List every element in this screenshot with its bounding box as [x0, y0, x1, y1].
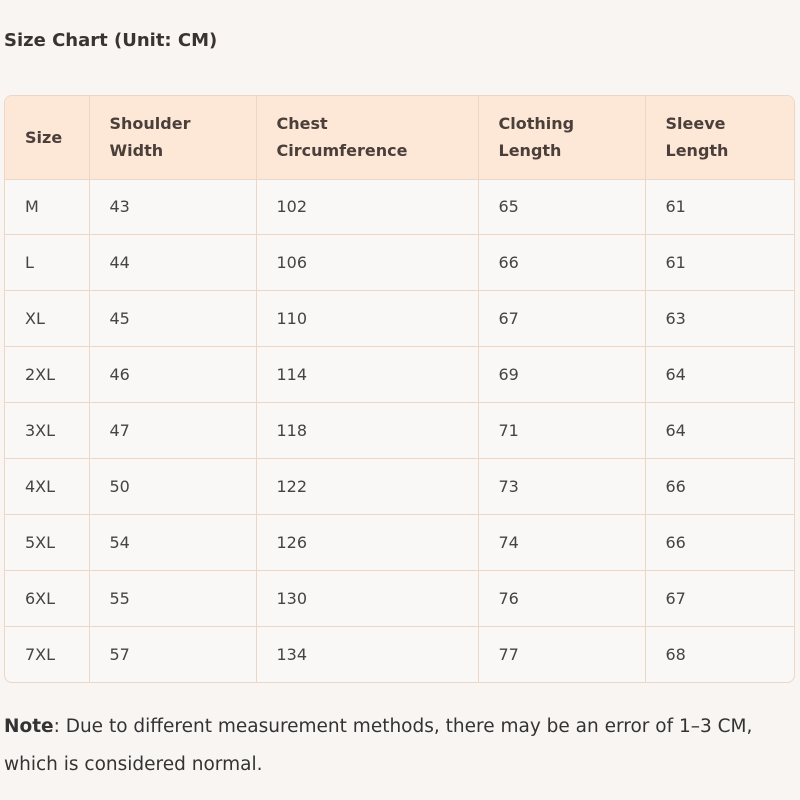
table-row: 7XL 57 134 77 68 [5, 626, 794, 683]
table-cell: 102 [256, 179, 479, 236]
table-cell: 126 [256, 514, 479, 571]
header-cell: Clothing Length [478, 96, 646, 180]
table-cell: 44 [89, 234, 257, 292]
table-cell: 67 [645, 570, 794, 627]
table-cell: 6XL [5, 570, 90, 627]
table-row: L 44 106 66 61 [5, 234, 794, 292]
table-cell: 47 [89, 402, 257, 459]
table-row: M 43 102 65 61 [5, 179, 794, 236]
table-cell: 106 [256, 234, 479, 292]
table-cell: 110 [256, 290, 479, 348]
table-cell: 74 [478, 514, 646, 571]
table-cell: 77 [478, 626, 646, 683]
table-cell: 5XL [5, 514, 90, 571]
header-row: Size Shoulder Width Chest Circumference Clo… [5, 96, 794, 180]
header-cell: Chest Circumference [256, 96, 479, 180]
note-text: : Due to different measurement methods, … [4, 716, 753, 775]
table-cell: 3XL [5, 402, 90, 459]
table-row: 5XL 54 126 74 66 [5, 514, 794, 571]
table-cell: 66 [645, 514, 794, 571]
table-cell: 65 [478, 179, 646, 236]
table-cell: 122 [256, 458, 479, 515]
table-cell: 69 [478, 346, 646, 404]
note-label: Note [4, 716, 54, 737]
table-row: 2XL 46 114 69 64 [5, 346, 794, 404]
size-table: Size Shoulder Width Chest Circumference Clo… [5, 96, 794, 683]
table-cell: 64 [645, 402, 794, 459]
table-cell: 68 [665, 644, 686, 664]
table-cell: 134 [256, 626, 479, 683]
note: Note: Due to different measurement metho… [4, 708, 794, 784]
table-cell: 54 [89, 514, 257, 571]
table-cell: 64 [645, 346, 794, 404]
table-row: XL 45 110 67 63 [5, 290, 794, 348]
table-cell: 57 [89, 626, 257, 683]
table-cell: L [5, 234, 90, 292]
table-row: 3XL 47 118 71 64 [5, 402, 794, 459]
table-row: 4XL 50 122 73 66 [5, 458, 794, 515]
header-cell: Size [5, 96, 90, 180]
table-cell: 66 [478, 234, 646, 292]
table-cell: 61 [645, 179, 794, 236]
table-cell: 46 [89, 346, 257, 404]
table-body: M 43 102 65 61 L 44 106 66 61 XL 45 110 67 63 2XL 46 114 6… [5, 179, 794, 683]
table-cell: 114 [256, 346, 479, 404]
table-cell: 7XL [5, 626, 90, 683]
title: Size Chart (Unit: CM) [4, 30, 218, 51]
table-cell: 73 [478, 458, 646, 515]
table-cell: 130 [256, 570, 479, 627]
table-cell: 61 [645, 234, 794, 292]
size-table-container: Size Shoulder Width Chest Circumference Clo… [4, 95, 795, 684]
table-cell: 63 [645, 290, 794, 348]
table-cell: 43 [89, 179, 257, 236]
table-cell: 50 [89, 458, 257, 515]
table-cell: 71 [478, 402, 646, 459]
table-cell: 66 [645, 458, 794, 515]
table-cell: 76 [478, 570, 646, 627]
table-cell: 55 [89, 570, 257, 627]
header-cell: Sleeve Length [645, 96, 794, 180]
table-cell: 118 [256, 402, 479, 459]
table-cell: XL [5, 290, 90, 348]
table-row: 6XL 55 130 76 67 [5, 570, 794, 627]
table-cell: 4XL [5, 458, 90, 515]
header-cell: Shoulder Width [89, 96, 257, 180]
table-cell: 45 [89, 290, 257, 348]
table-cell: 2XL [5, 346, 90, 404]
table-cell: 67 [478, 290, 646, 348]
table-cell: M [5, 179, 90, 236]
